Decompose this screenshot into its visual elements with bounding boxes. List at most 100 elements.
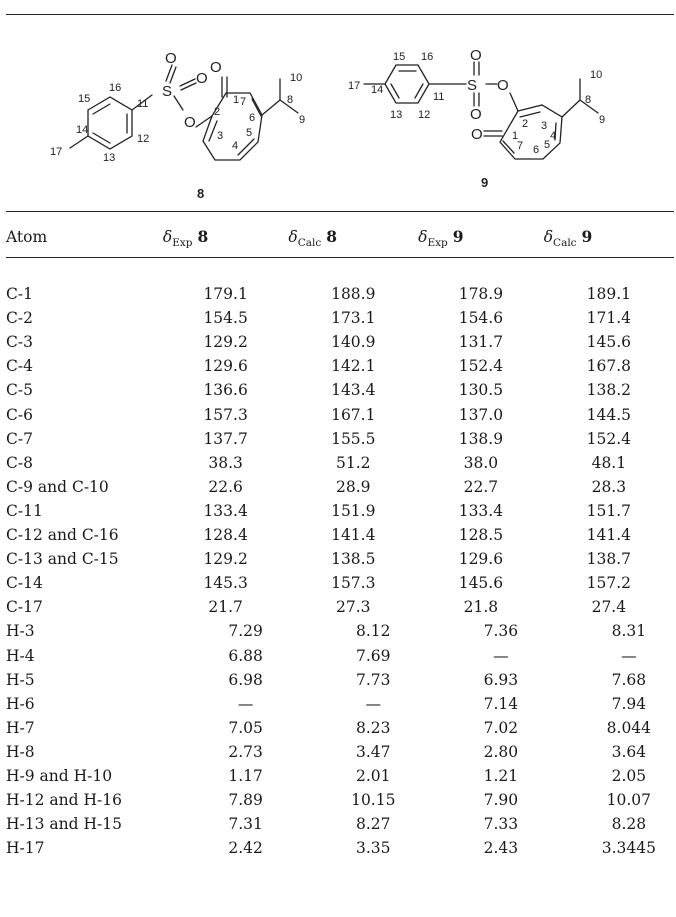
- table-row: C-6 157.3 167.1 137.0 144.5: [6, 403, 674, 427]
- c8-num-1: 1: [233, 94, 239, 106]
- shift-cell-calc8: 28.9: [336, 477, 371, 496]
- delta-symbol: δ: [288, 228, 298, 246]
- compound-ref: 8: [326, 227, 338, 246]
- compound-8-structure: O S O O O 1 2 3 4 5 6 7 8 9 10 11 12 13 …: [50, 50, 305, 201]
- table-row: H-4 6.88 7.69 — —: [6, 644, 674, 668]
- c9-sulfonyl-oxygen-1: O: [470, 47, 482, 64]
- shift-cell-exp8: 129.6: [203, 357, 248, 376]
- shift-cell-calc8: 142.1: [331, 357, 376, 376]
- atom-cell: C-1: [6, 285, 33, 304]
- shift-cell-exp9: 6.93: [483, 670, 519, 689]
- shift-cell-calc9: 171.4: [586, 309, 632, 328]
- c9-num-8: 8: [585, 94, 591, 106]
- c8-num-3: 3: [217, 130, 223, 142]
- c8-num-2: 2: [214, 106, 220, 118]
- subscript-calc: Calc: [553, 237, 577, 249]
- shift-cell-calc8: 2.01: [356, 766, 391, 785]
- shift-cell-exp8: 21.7: [208, 598, 243, 617]
- shift-cell-calc8: 157.3: [331, 574, 376, 593]
- c9-num-6: 6: [533, 144, 539, 156]
- table-row: C-12 and C-16 128.4 141.4 128.5 141.4: [6, 523, 674, 547]
- shift-cell-calc8: 7.73: [356, 670, 391, 689]
- shift-cell-calc9: 8.31: [611, 622, 647, 641]
- c8-num-14: 14: [76, 124, 88, 136]
- compound-9-structure: O S O O O 1 2 3 4 5 6 7 8 9 10 11 12 13 …: [348, 47, 605, 190]
- subscript-exp: Exp: [427, 237, 448, 249]
- atom-cell: H-3: [6, 622, 35, 641]
- header-rule: [6, 257, 674, 258]
- shift-cell-calc9: 141.4: [586, 526, 632, 545]
- shift-cell-exp8: 137.7: [203, 429, 248, 448]
- shift-cell-calc8: 8.23: [356, 718, 391, 737]
- shift-cell-exp9: 7.14: [483, 694, 519, 713]
- c8-num-16: 16: [109, 82, 121, 94]
- table-row: H-5 6.98 7.73 6.93 7.68: [6, 668, 674, 692]
- shift-cell-exp9: 38.0: [463, 453, 499, 472]
- header-atom: Atom: [6, 228, 48, 246]
- shift-cell-exp9: 131.7: [458, 333, 504, 352]
- shift-cell-exp9: 7.33: [483, 815, 519, 834]
- c9-num-14: 14: [371, 84, 383, 96]
- c8-num-4: 4: [232, 140, 238, 152]
- table-row: H-8 2.73 3.47 2.80 3.64: [6, 740, 674, 764]
- c9-num-1: 1: [512, 130, 518, 142]
- c8-ketone-oxygen: O: [210, 59, 222, 76]
- atom-cell: H-12 and H-16: [6, 791, 122, 810]
- header-exp-8: δExp 8: [163, 222, 289, 258]
- header-exp-9: δExp 9: [418, 222, 544, 258]
- shift-cell-exp9: 130.5: [458, 381, 504, 400]
- table-row: C-8 38.3 51.2 38.0 48.1: [6, 451, 674, 475]
- c8-num-5: 5: [246, 127, 252, 139]
- c9-num-7: 7: [517, 140, 523, 152]
- atom-cell: H-13 and H-15: [6, 815, 122, 834]
- table-row: C-2 154.5 173.1 154.6 171.4: [6, 306, 674, 330]
- c9-ketone-oxygen: O: [471, 126, 483, 143]
- shift-cell-exp8: 7.31: [228, 815, 263, 834]
- c9-num-3: 3: [541, 120, 547, 132]
- c9-num-4: 4: [550, 130, 556, 142]
- delta-symbol: δ: [162, 228, 173, 246]
- shift-cell-exp9: 152.4: [458, 357, 504, 376]
- c9-sulfur: S: [467, 77, 477, 94]
- top-rule: [6, 14, 674, 15]
- atom-cell: H-7: [6, 718, 35, 737]
- shift-cell-calc9: 167.8: [586, 357, 632, 376]
- shift-cell-calc9: 7.68: [611, 670, 647, 689]
- atom-cell: C-14: [6, 574, 43, 593]
- shift-cell-exp8: —: [237, 694, 254, 713]
- subscript-exp: Exp: [172, 237, 193, 249]
- table-row: C-5 136.6 143.4 130.5 138.2: [6, 378, 674, 402]
- shift-cell-calc8: 27.3: [336, 598, 371, 617]
- shift-cell-exp9: 21.8: [463, 598, 499, 617]
- atom-cell: H-17: [6, 839, 45, 858]
- table-row: C-17 21.7 27.3 21.8 27.4: [6, 595, 674, 619]
- c9-num-13: 13: [390, 109, 402, 121]
- shift-cell-calc9: 8.28: [611, 815, 647, 834]
- shift-cell-calc9: 28.3: [591, 477, 627, 496]
- shift-cell-calc9: —: [621, 646, 637, 665]
- c8-sulfonyl-oxygen-1: O: [165, 50, 177, 67]
- shift-cell-exp9: 129.6: [458, 550, 504, 569]
- shift-cell-exp8: 128.4: [203, 526, 248, 545]
- shift-cell-calc8: 140.9: [331, 333, 376, 352]
- shift-cell-calc8: 51.2: [336, 453, 371, 472]
- shift-cell-calc8: 8.12: [356, 622, 391, 641]
- shift-cell-exp9: 22.7: [463, 477, 499, 496]
- shift-cell-exp8: 7.29: [228, 622, 263, 641]
- shift-cell-calc8: 3.35: [356, 839, 391, 858]
- shift-cell-exp8: 133.4: [203, 501, 248, 520]
- shift-cell-calc8: 7.69: [356, 646, 391, 665]
- table-row: C-4 129.6 142.1 152.4 167.8: [6, 354, 674, 378]
- structures-svg: O S O O O 1 2 3 4 5 6 7 8 9 10 11 12 13 …: [50, 47, 605, 201]
- c9-num-2: 2: [522, 118, 528, 130]
- atom-cell: H-6: [6, 694, 35, 713]
- c9-num-9: 9: [599, 114, 605, 126]
- shift-cell-calc8: —: [365, 694, 382, 713]
- shift-cell-calc9: 138.2: [586, 381, 632, 400]
- shift-cell-calc8: 10.15: [351, 791, 396, 810]
- shift-cell-calc8: 188.9: [331, 285, 376, 304]
- shift-cell-exp9: 138.9: [458, 429, 504, 448]
- atom-cell: C-9 and C-10: [6, 477, 109, 496]
- c9-ester-oxygen: O: [497, 77, 509, 94]
- shift-cell-exp9: 137.0: [458, 405, 504, 424]
